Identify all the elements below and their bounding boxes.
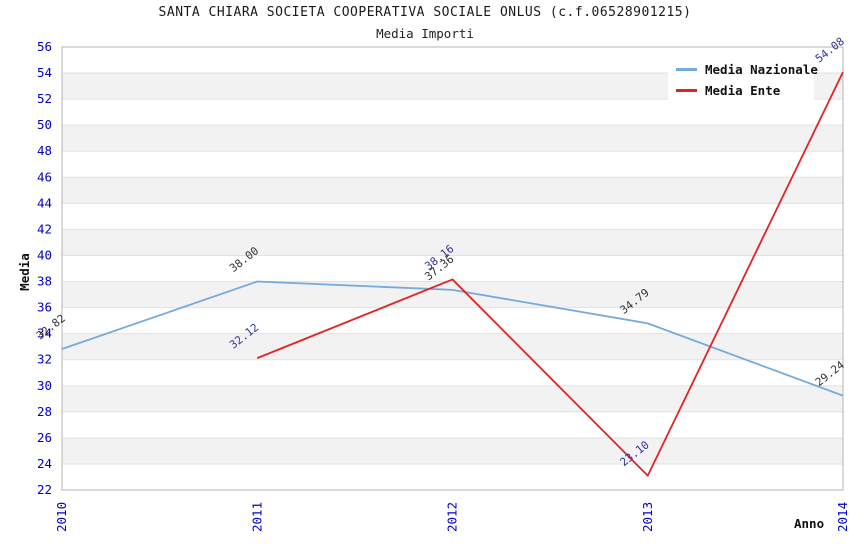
- grid-band: [62, 229, 843, 256]
- y-tick-label: 38: [37, 274, 52, 289]
- series-line-media-ente: [256, 71, 844, 477]
- plot-border: [61, 46, 844, 491]
- chart-subtitle: Media Importi: [376, 26, 474, 41]
- legend-swatch-nazionale: [676, 68, 697, 71]
- grid-band: [62, 125, 843, 152]
- y-tick-label: 42: [37, 221, 52, 236]
- grid-band: [62, 359, 843, 386]
- legend-label: Media Nazionale: [705, 62, 818, 77]
- y-tick-label: 30: [37, 378, 52, 393]
- y-tick-label: 56: [37, 39, 52, 54]
- y-tick-label: 48: [37, 143, 52, 158]
- y-tick-label: 50: [37, 117, 52, 132]
- grid-band: [62, 151, 843, 178]
- legend-item-media-ente: Media Ente: [676, 80, 814, 101]
- series-line-media-nazionale: [61, 280, 844, 397]
- grid-band: [62, 385, 843, 412]
- legend: Media Nazionale Media Ente: [668, 55, 818, 105]
- chart-title: SANTA CHIARA SOCIETA COOPERATIVA SOCIALE…: [158, 5, 692, 20]
- y-tick-label: 28: [37, 404, 52, 419]
- y-axis-title: Media: [17, 253, 32, 291]
- y-tick-label: 36: [37, 300, 52, 315]
- y-tick-label: 40: [37, 247, 52, 262]
- x-tick-label: 2011: [249, 502, 264, 532]
- y-tick-label: 34: [37, 326, 52, 341]
- legend-item-media-nazionale: Media Nazionale: [676, 59, 818, 80]
- x-axis-title: Anno: [794, 516, 825, 531]
- grid-band: [62, 203, 843, 230]
- y-tick-label: 52: [37, 91, 52, 106]
- y-tick-label: 24: [37, 456, 52, 471]
- y-tick-label: 44: [37, 195, 52, 210]
- y-tick-label: 46: [37, 169, 52, 184]
- grid-band: [62, 333, 843, 360]
- grid-band: [62, 281, 843, 308]
- grid-band: [62, 463, 843, 490]
- grid-band: [62, 307, 843, 334]
- y-tick-label: 54: [37, 65, 52, 80]
- legend-swatch-ente: [676, 89, 697, 92]
- y-tick-label: 22: [37, 482, 52, 497]
- grid-band: [62, 437, 843, 464]
- grid-band: [62, 411, 843, 438]
- x-tick-label: 2012: [445, 502, 460, 532]
- x-tick-label: 2014: [835, 502, 850, 532]
- x-tick-label: 2013: [640, 502, 655, 532]
- y-tick-label: 32: [37, 352, 52, 367]
- y-tick-label: 26: [37, 430, 52, 445]
- grid-band: [62, 177, 843, 204]
- legend-label: Media Ente: [705, 83, 781, 98]
- grid-band: [62, 255, 843, 282]
- x-tick-label: 2010: [54, 502, 69, 532]
